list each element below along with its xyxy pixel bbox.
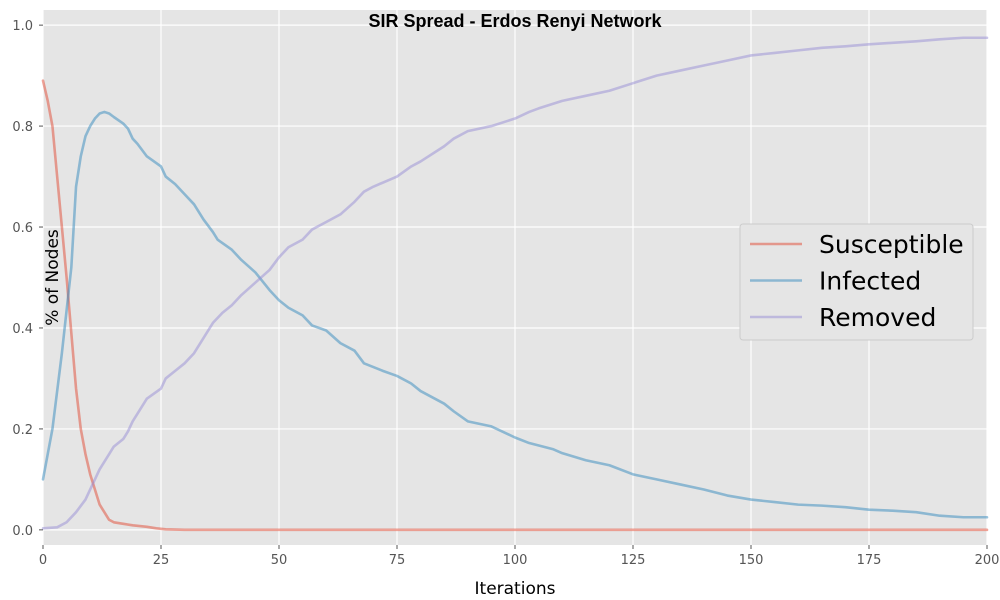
legend-box — [739, 223, 974, 341]
legend: Susceptible Infected Removed — [739, 223, 974, 341]
chart-title: SIR Spread - Erdos Renyi Network — [368, 11, 662, 31]
series-line-infected — [41, 110, 989, 519]
x-axis-label: Iterations — [475, 579, 556, 599]
x-tick-label: 100 — [503, 553, 528, 568]
legend-label-susceptible: Susceptible — [819, 230, 964, 259]
x-tick-label: 75 — [389, 553, 406, 568]
series-line-removed — [41, 36, 989, 530]
legend-label-infected: Infected — [819, 267, 921, 296]
y-axis-label: % of Nodes — [43, 229, 63, 326]
x-tick-label: 150 — [739, 553, 764, 568]
x-tick-label: 200 — [975, 553, 1000, 568]
y-tick-label: 0.8 — [12, 120, 33, 135]
x-tick-label: 50 — [271, 553, 288, 568]
series-line-susceptible — [41, 79, 989, 532]
legend-label-removed: Removed — [819, 303, 936, 332]
x-tick-label: 25 — [153, 553, 170, 568]
x-tick-label: 0 — [39, 553, 47, 568]
series-lines — [41, 36, 989, 532]
tick-labels: 0 25 50 75 100 125 150 175 200 0.0 0.2 0.4 0.6 0.8 1.0 — [12, 19, 999, 568]
y-tick-label: 0.0 — [12, 524, 33, 539]
x-tick-label: 175 — [857, 553, 882, 568]
y-tick-label: 0.6 — [12, 221, 33, 236]
y-tick-label: 0.2 — [12, 423, 33, 438]
x-tick-label: 125 — [621, 553, 646, 568]
y-tick-label: 1.0 — [12, 19, 33, 34]
y-tick-label: 0.4 — [12, 322, 33, 337]
